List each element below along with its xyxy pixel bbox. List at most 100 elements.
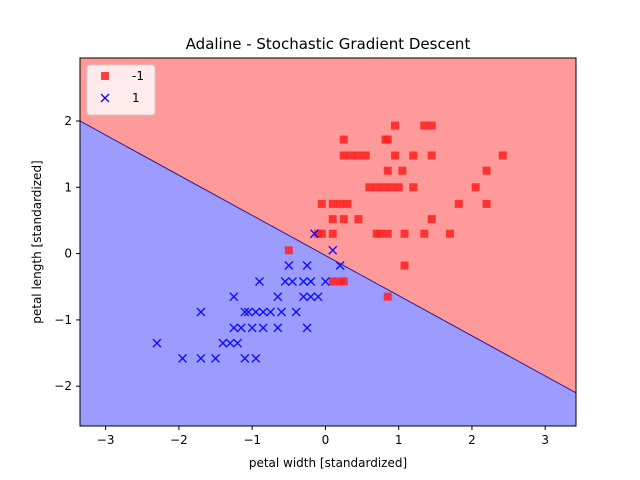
point-class-1 (152, 338, 162, 348)
point-class--1 (317, 199, 326, 208)
point-class--1 (383, 135, 392, 144)
point-class--1 (383, 292, 392, 301)
point-class-1 (229, 292, 239, 302)
point-class--1 (339, 277, 348, 286)
point-class-1 (298, 276, 308, 286)
point-class-1 (211, 353, 221, 363)
point-class--1 (328, 199, 337, 208)
point-class--1 (427, 121, 436, 130)
y-axis: −2 −1 0 1 2 (54, 114, 80, 393)
point-class--1 (354, 215, 363, 224)
point-class--1 (398, 166, 407, 175)
y-tick-label: 2 (64, 114, 72, 128)
point-class--1 (347, 151, 356, 160)
point-class--1 (354, 151, 363, 160)
point-class--1 (361, 151, 370, 160)
point-class--1 (328, 277, 337, 286)
chart-title: Adaline - Stochastic Gradient Descent (186, 35, 471, 53)
point-class-1 (280, 276, 290, 286)
x-tick-label: −2 (170, 433, 188, 447)
point-class--1 (409, 151, 418, 160)
point-class-1 (251, 307, 261, 317)
point-class--1 (427, 215, 436, 224)
legend-label-class-1: 1 (132, 91, 140, 105)
point-class-1 (273, 323, 283, 333)
x-tick-label: 3 (541, 433, 549, 447)
region-class-1 (80, 120, 576, 426)
y-axis-label: petal length [standardized] (30, 160, 44, 324)
point-class-1 (309, 229, 319, 239)
x-tick-label: 1 (395, 433, 403, 447)
point-class--1 (380, 183, 389, 192)
point-class-1 (233, 338, 243, 348)
point-class--1 (284, 246, 293, 255)
point-class-1 (298, 292, 308, 302)
point-class--1 (365, 183, 374, 192)
legend-marker-class-1 (100, 93, 110, 103)
y-tick-label: −1 (54, 313, 72, 327)
point-class--1 (387, 183, 396, 192)
point-class-1 (218, 338, 228, 348)
x-axis-label: petal width [standardized] (249, 456, 407, 470)
point-class--1 (427, 151, 436, 160)
point-class-1 (247, 323, 257, 333)
legend: -1 1 (86, 64, 156, 116)
point-class--1 (391, 151, 400, 160)
region-class--1 (80, 58, 576, 393)
point-class--1 (400, 229, 409, 238)
legend-box (86, 64, 156, 116)
point-class--1 (328, 229, 337, 238)
point-class--1 (445, 229, 454, 238)
point-class--1 (471, 183, 480, 192)
point-class-1 (273, 292, 283, 302)
point-class-1 (302, 323, 312, 333)
point-class-1 (244, 307, 254, 317)
point-class-1 (287, 276, 297, 286)
point-class--1 (328, 215, 337, 224)
point-class-1 (320, 276, 330, 286)
point-class--1 (376, 229, 385, 238)
point-class--1 (339, 151, 348, 160)
point-class-1 (178, 353, 188, 363)
point-class--1 (409, 183, 418, 192)
data-points (152, 121, 507, 363)
point-class-1 (196, 353, 206, 363)
point-class--1 (482, 166, 491, 175)
point-class-1 (306, 276, 316, 286)
point-class--1 (498, 151, 507, 160)
point-class-1 (276, 307, 286, 317)
point-class-1 (284, 261, 294, 271)
point-class--1 (400, 261, 409, 270)
point-class-1 (240, 353, 250, 363)
point-class-1 (225, 338, 235, 348)
y-tick-label: 1 (64, 180, 72, 194)
point-class--1 (383, 166, 392, 175)
point-class-1 (255, 276, 264, 286)
point-class--1 (383, 229, 392, 238)
point-class-1 (240, 307, 250, 317)
x-tick-label: 0 (322, 433, 330, 447)
point-class--1 (420, 121, 429, 130)
point-class--1 (343, 199, 352, 208)
point-class--1 (454, 199, 463, 208)
point-class--1 (339, 215, 348, 224)
point-class--1 (482, 199, 491, 208)
point-class-1 (265, 307, 275, 317)
x-tick-label: −3 (97, 433, 115, 447)
point-class--1 (339, 135, 348, 144)
legend-marker-class--1 (101, 72, 109, 80)
point-class--1 (391, 121, 400, 130)
point-class-1 (236, 323, 246, 333)
x-axis: −3 −2 −1 0 1 2 3 (97, 426, 549, 447)
x-tick-label: −1 (243, 433, 261, 447)
point-class-1 (335, 261, 345, 271)
point-class--1 (317, 229, 326, 238)
point-class-1 (258, 323, 268, 333)
point-class-1 (291, 307, 301, 317)
plot-frame (79, 57, 577, 427)
point-class-1 (258, 307, 268, 317)
point-class--1 (336, 199, 345, 208)
point-class--1 (372, 183, 381, 192)
decision-regions (80, 58, 576, 426)
legend-label-class--1: -1 (132, 69, 144, 83)
